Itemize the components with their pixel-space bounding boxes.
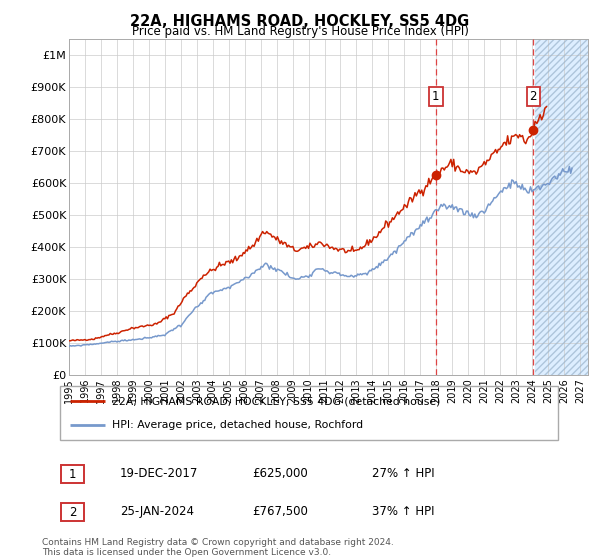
Bar [535, 39, 588, 375]
Text: 27% ↑ HPI: 27% ↑ HPI [372, 466, 434, 480]
Text: 25-JAN-2024: 25-JAN-2024 [120, 505, 194, 518]
Text: £767,500: £767,500 [252, 505, 308, 518]
Text: 1: 1 [69, 468, 76, 481]
Text: HPI: Average price, detached house, Rochford: HPI: Average price, detached house, Roch… [112, 419, 364, 430]
Text: 2: 2 [529, 90, 537, 103]
Text: 22A, HIGHAMS ROAD, HOCKLEY, SS5 4DG: 22A, HIGHAMS ROAD, HOCKLEY, SS5 4DG [130, 14, 470, 29]
Text: 22A, HIGHAMS ROAD, HOCKLEY, SS5 4DG (detached house): 22A, HIGHAMS ROAD, HOCKLEY, SS5 4DG (det… [112, 396, 440, 407]
Text: 19-DEC-2017: 19-DEC-2017 [120, 466, 199, 480]
Text: 2: 2 [69, 506, 76, 519]
Text: £625,000: £625,000 [252, 466, 308, 480]
Text: Contains HM Land Registry data © Crown copyright and database right 2024.
This d: Contains HM Land Registry data © Crown c… [42, 538, 394, 557]
Text: Price paid vs. HM Land Registry's House Price Index (HPI): Price paid vs. HM Land Registry's House … [131, 25, 469, 38]
Text: 37% ↑ HPI: 37% ↑ HPI [372, 505, 434, 518]
Text: 1: 1 [432, 90, 440, 103]
Bar [535, 39, 588, 375]
